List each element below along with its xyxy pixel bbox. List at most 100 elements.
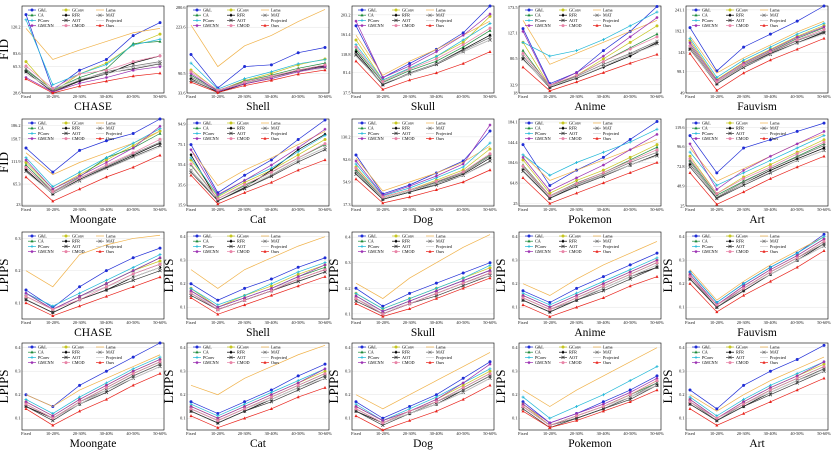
legend-label-rfr: RFR: [237, 350, 245, 355]
x-tick-label: 50-60%: [483, 431, 497, 436]
legend-marker-mat: [762, 13, 766, 17]
legend-marker-gmcnn: [30, 250, 34, 254]
legend-label-gconv: GConv: [237, 7, 250, 12]
point-ours: [189, 80, 193, 84]
legend-label-gandl: G&L: [203, 344, 212, 349]
point-ours: [601, 296, 605, 300]
point-cmod: [795, 376, 799, 380]
legend-marker-gconv: [229, 8, 233, 12]
point-cmod: [243, 298, 247, 302]
series-line-lama: [190, 9, 326, 68]
point-ours: [628, 284, 632, 288]
point-cmod: [742, 63, 746, 67]
point-ours: [296, 168, 300, 172]
x-tick-label: 20-30%: [737, 207, 751, 212]
series-line-gandl: [689, 122, 825, 174]
legend-label-rfr: RFR: [569, 350, 577, 355]
point-gmcnn: [822, 25, 826, 29]
legend-label-gmcnn: GMCNN: [368, 136, 384, 141]
legend-label-pconv: PConv: [203, 355, 215, 360]
x-tick-label: 50-60%: [153, 431, 167, 436]
series-line-mat: [522, 382, 658, 426]
point-gmcnn: [189, 289, 193, 293]
legend-marker-gmcnn: [360, 137, 364, 141]
legend-label-projected: Projected: [106, 355, 123, 360]
point-cmod: [521, 404, 525, 408]
point-gandl: [688, 134, 692, 138]
point-gmcnn: [628, 35, 632, 39]
point-gandl: [521, 289, 525, 293]
point-gmcnn: [104, 282, 108, 286]
point-gandl: [742, 383, 746, 387]
legend-label-ours: Ours: [436, 136, 445, 141]
point-cmod: [24, 402, 28, 406]
point-rfr: [189, 153, 193, 157]
series-line-projected: [25, 62, 161, 90]
point-cmod: [243, 80, 247, 84]
x-tick-label: 30-40%: [265, 207, 279, 212]
legend-label-ca: CA: [38, 350, 44, 355]
point-pconv: [575, 49, 579, 53]
x-tick-label: 40-50%: [623, 320, 637, 325]
point-gandl: [131, 132, 135, 135]
legend-label-cmod: CMOD: [402, 249, 415, 254]
legend-label-lama: Lama: [271, 233, 281, 238]
legend-marker-gconv: [561, 345, 565, 349]
panel-title: Cat: [250, 214, 267, 226]
point-gandl: [434, 393, 438, 397]
point-ours: [24, 77, 28, 81]
point-pconv: [655, 127, 659, 131]
legend-label-aot: AOT: [736, 18, 745, 23]
point-cmod: [354, 166, 358, 170]
point-pconv: [488, 141, 492, 145]
point-cmod: [104, 285, 108, 289]
point-cmod: [715, 303, 719, 307]
legend-marker-rfr: [394, 239, 398, 243]
y-tick-label: 0.1: [512, 305, 517, 310]
point-pconv: [354, 291, 358, 295]
x-tick-label: 50-60%: [817, 207, 831, 212]
legend-marker-gconv: [561, 8, 565, 12]
legend-label-ours: Ours: [770, 360, 779, 365]
series-line-ca: [355, 30, 491, 83]
legend-marker-mat: [98, 126, 102, 130]
point-pconv: [104, 156, 108, 160]
legend-marker-pconv: [360, 18, 364, 22]
point-pconv: [521, 40, 525, 44]
legend-label-aot: AOT: [72, 18, 81, 23]
point-cmod: [131, 60, 135, 64]
point-ours: [243, 416, 247, 420]
point-cmod: [104, 68, 108, 72]
point-rfr: [158, 141, 162, 145]
panel-title: Skull: [411, 101, 435, 113]
series-line-cmod: [689, 241, 825, 306]
point-ours: [323, 68, 327, 72]
legend-label-lama: Lama: [271, 120, 281, 125]
point-ours: [381, 87, 385, 91]
point-mat: [688, 160, 692, 164]
legend-label-mat: MAT: [436, 350, 445, 355]
legend-marker-gandl: [360, 345, 364, 349]
y-tick-label: 0.1: [345, 416, 350, 421]
legend-label-rfr: RFR: [402, 126, 410, 131]
point-gandl: [189, 400, 193, 404]
point-gmcnn: [628, 270, 632, 274]
point-aot: [323, 376, 327, 381]
legend-label-mat: MAT: [603, 239, 612, 244]
point-aot: [434, 294, 439, 298]
point-gandl: [768, 138, 772, 142]
point-gmcnn: [216, 305, 220, 309]
series-line-lama: [190, 236, 326, 289]
point-gandl: [381, 416, 385, 420]
legend-label-ours: Ours: [106, 360, 115, 365]
x-tick-label: 20-30%: [737, 320, 751, 325]
legend-marker-ours: [595, 249, 599, 253]
point-gmcnn: [381, 76, 385, 80]
point-gmcnn: [822, 129, 826, 133]
legend-marker-mat: [428, 126, 432, 130]
legend-label-gconv: GConv: [736, 344, 749, 349]
